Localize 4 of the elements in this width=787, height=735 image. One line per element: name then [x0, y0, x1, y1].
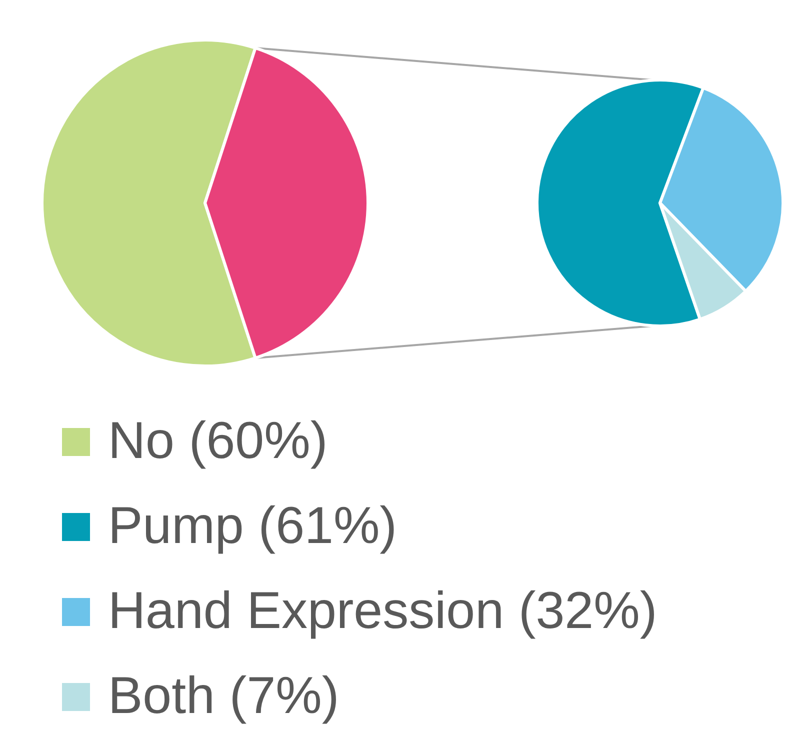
legend-label: Both (7%) [108, 667, 340, 725]
legend-label: No (60%) [108, 412, 328, 470]
legend-label: Hand Expression (32%) [108, 582, 658, 640]
legend-label: Pump (61%) [108, 497, 397, 555]
